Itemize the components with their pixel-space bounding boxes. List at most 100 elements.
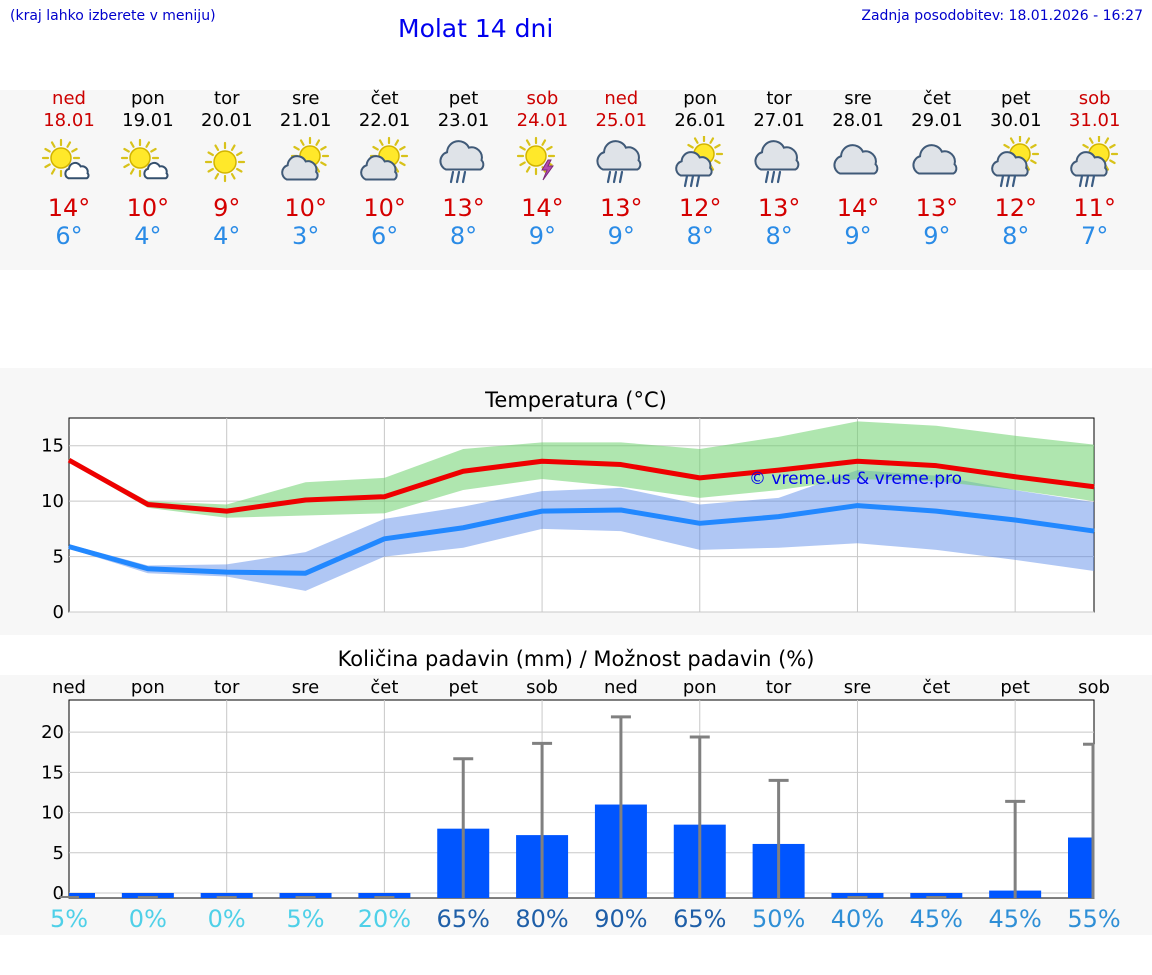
- day-date: 29.01: [911, 110, 963, 131]
- day-label: pet: [448, 677, 478, 698]
- min-temp: 6°: [370, 222, 399, 250]
- cloud-shape: [754, 140, 800, 171]
- day-date: 28.01: [832, 110, 884, 131]
- precip-bar: [279, 893, 332, 898]
- day-name: sre: [844, 88, 872, 109]
- sun-icon: [517, 136, 556, 176]
- precip-chance-label: 65%: [437, 905, 490, 933]
- day-label: sob: [526, 677, 558, 698]
- precip-chance-label: 40%: [831, 905, 884, 933]
- day-date: 26.01: [674, 110, 726, 131]
- day-label: ned: [52, 677, 86, 698]
- max-temp-point: [620, 464, 622, 466]
- sun-icon: [204, 141, 245, 183]
- day-label: sre: [844, 677, 871, 698]
- y-tick-label: 15: [41, 762, 64, 783]
- day-name: pon: [683, 88, 718, 109]
- day-name: pet: [1001, 88, 1031, 109]
- day-name: pet: [448, 88, 479, 109]
- max-temp: 14°: [521, 194, 564, 222]
- sun-rain-icon: [675, 136, 724, 188]
- min-temp: 8°: [765, 222, 793, 250]
- min-temp-point: [383, 538, 385, 540]
- day-name: ned: [52, 88, 86, 109]
- precip-chance-label: 5%: [286, 905, 324, 933]
- day-column: čet 22.01 10° 6°: [345, 88, 425, 250]
- max-temp: 13°: [442, 194, 485, 222]
- min-temp: 8°: [1002, 222, 1030, 250]
- day-label: sre: [292, 677, 319, 698]
- rain-drops: [684, 174, 701, 188]
- day-name: pon: [130, 88, 165, 109]
- y-tick-label: 10: [41, 803, 64, 824]
- sun-rain-icon: [1069, 136, 1118, 188]
- cloud-shape: [596, 140, 642, 171]
- day-label: tor: [766, 677, 792, 698]
- max-temp-point: [856, 460, 858, 462]
- min-temp-point: [68, 546, 70, 548]
- day-name: čet: [370, 88, 399, 109]
- cloud-icon: [833, 144, 879, 175]
- min-temp-point: [1014, 519, 1016, 521]
- cloud-shape: [438, 140, 484, 171]
- day-label: pet: [1000, 677, 1030, 698]
- max-temp: 11°: [1073, 194, 1116, 222]
- min-temp: 9°: [844, 222, 872, 250]
- cloud-shape: [280, 155, 319, 181]
- temperature-chart: 0 5 10 15 © vreme.us & vreme.pro: [41, 417, 1095, 622]
- min-temp: 6°: [55, 222, 83, 250]
- precip-bar: [200, 893, 253, 898]
- cloud-shape: [64, 161, 90, 180]
- min-temp-point: [856, 505, 858, 507]
- max-temp: 10°: [284, 194, 327, 222]
- y-tick-label: 0: [53, 883, 64, 904]
- day-date: 30.01: [990, 110, 1042, 131]
- max-temp: 14°: [47, 194, 91, 222]
- precip-chance-label: 90%: [594, 905, 647, 933]
- max-temp-point: [541, 460, 543, 462]
- precip-bar: [69, 893, 95, 898]
- sun-thunder-icon: [517, 136, 556, 181]
- y-tick-label: 5: [53, 843, 64, 864]
- min-temp: 8°: [449, 222, 478, 250]
- partly-cloudy-sun-icon: [120, 138, 169, 180]
- max-temp-line: [67, 457, 1095, 514]
- max-temp-point: [383, 496, 385, 498]
- day-label: pon: [683, 677, 717, 698]
- cloud-shape: [990, 151, 1029, 177]
- max-temp-point: [226, 510, 228, 512]
- max-temp-point: [1014, 476, 1016, 478]
- temperature-chart-title: Temperatura (°C): [485, 388, 667, 412]
- max-temp-point: [699, 477, 701, 479]
- day-column: ned 18.01 14° 6°: [29, 88, 109, 250]
- day-label: čet: [370, 677, 398, 698]
- precip-bar: [910, 893, 963, 898]
- rain-drops: [1078, 174, 1095, 188]
- day-column: sre 28.01 14° 9°: [818, 88, 898, 250]
- y-tick-label: 15: [41, 436, 64, 457]
- sun-cloud-icon: [280, 136, 329, 181]
- precip-chance-label: 0%: [208, 905, 246, 933]
- precip-bar: [121, 893, 174, 898]
- precip-chance-label: 0%: [129, 905, 167, 933]
- day-date: 20.01: [201, 110, 253, 131]
- page-title: Molat 14 dni: [398, 14, 554, 43]
- max-temp-point: [462, 470, 464, 472]
- sun-icon: [120, 138, 159, 178]
- location-hint: (kraj lahko izberete v meniju): [10, 8, 216, 24]
- max-temp-point: [935, 465, 937, 467]
- y-tick-label: 20: [41, 722, 64, 743]
- precipitation-chart: ned pon tor sre čet pet sob ned pon tor sre čet pet s…: [41, 677, 1121, 933]
- precip-chance-label: 65%: [673, 905, 726, 933]
- sun-cloud-icon: [359, 136, 408, 181]
- min-temp-point: [699, 522, 701, 524]
- min-temp-point: [147, 568, 149, 570]
- day-column: ned 25.01 13° 9°: [581, 88, 661, 250]
- cloud-shape: [833, 144, 879, 175]
- day-column: sob 24.01 14° 9°: [502, 88, 582, 250]
- precip-chance-label: 55%: [1067, 905, 1120, 933]
- rain-drops: [999, 174, 1016, 188]
- day-column: sre 21.01 10° 3°: [266, 88, 346, 250]
- min-temp-point: [462, 527, 464, 529]
- day-date: 19.01: [122, 110, 174, 131]
